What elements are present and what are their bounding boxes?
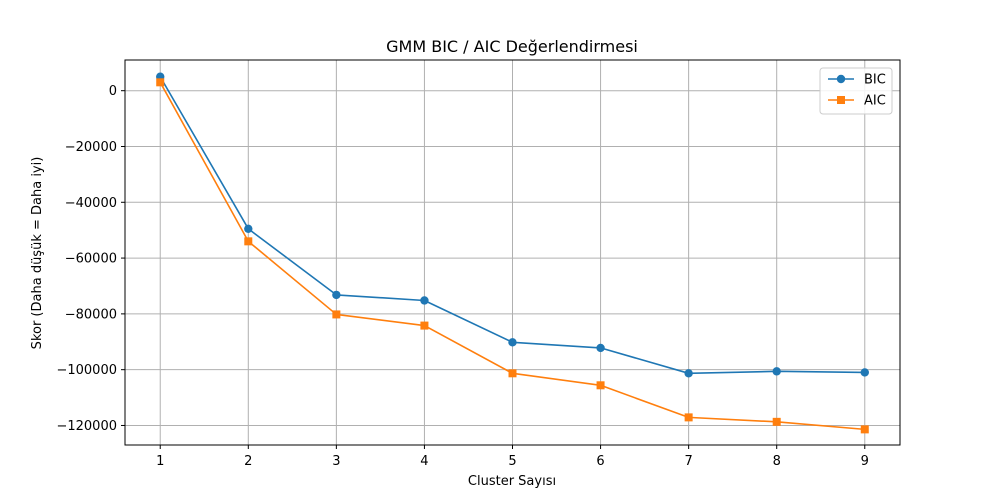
data-point-bic xyxy=(332,290,341,300)
legend-label: AIC xyxy=(864,94,886,109)
x-tick-label: 3 xyxy=(332,454,340,469)
data-point-bic xyxy=(860,368,869,377)
data-point-aic xyxy=(244,237,253,246)
y-tick-label: 0 xyxy=(109,84,117,99)
x-tick-label: 4 xyxy=(420,454,428,469)
data-point-bic xyxy=(596,343,605,353)
y-tick-label: −120000 xyxy=(56,419,117,434)
x-tick-label: 8 xyxy=(773,454,781,469)
y-tick-label: −100000 xyxy=(56,363,117,378)
chart-title: GMM BIC / AIC Değerlendirmesi xyxy=(386,37,638,56)
legend: BIC AIC xyxy=(819,67,893,115)
y-tick-label: −20000 xyxy=(65,140,117,155)
x-tick-label: 1 xyxy=(156,454,164,469)
data-point-bic xyxy=(244,224,253,233)
grid-lines xyxy=(125,60,900,445)
data-point-aic xyxy=(420,321,429,330)
data-point-bic xyxy=(684,369,693,378)
x-axis-label: Cluster Sayısı xyxy=(468,474,556,489)
y-tick-label: −80000 xyxy=(65,307,117,322)
data-point-bic xyxy=(772,367,781,376)
legend-marker xyxy=(836,74,846,84)
x-tick-label: 7 xyxy=(684,454,692,469)
data-point-aic xyxy=(860,425,869,434)
x-tick-label: 2 xyxy=(244,454,252,469)
data-point-bic xyxy=(420,296,429,305)
data-point-aic xyxy=(156,78,165,87)
data-point-aic xyxy=(596,381,605,390)
x-tick-label: 6 xyxy=(596,454,604,469)
axis-ticks: 1 2 3 4 5 6 7 8 9 0 −20000 −40000 −60000 −80000 −10000… xyxy=(56,84,868,469)
y-tick-label: −40000 xyxy=(65,196,117,211)
data-point-aic xyxy=(332,310,341,319)
series-layer xyxy=(156,72,869,434)
data-point-aic xyxy=(508,369,517,378)
data-point-bic xyxy=(508,338,517,347)
x-tick-label: 5 xyxy=(508,454,516,469)
x-tick-label: 9 xyxy=(861,454,869,469)
legend-marker xyxy=(837,96,845,104)
y-tick-label: −60000 xyxy=(65,252,117,267)
data-point-aic xyxy=(684,413,693,422)
data-point-aic xyxy=(772,417,781,426)
legend-label: BIC xyxy=(864,73,886,88)
y-axis-label: Skor (Daha düşük = Daha iyi) xyxy=(30,157,45,350)
